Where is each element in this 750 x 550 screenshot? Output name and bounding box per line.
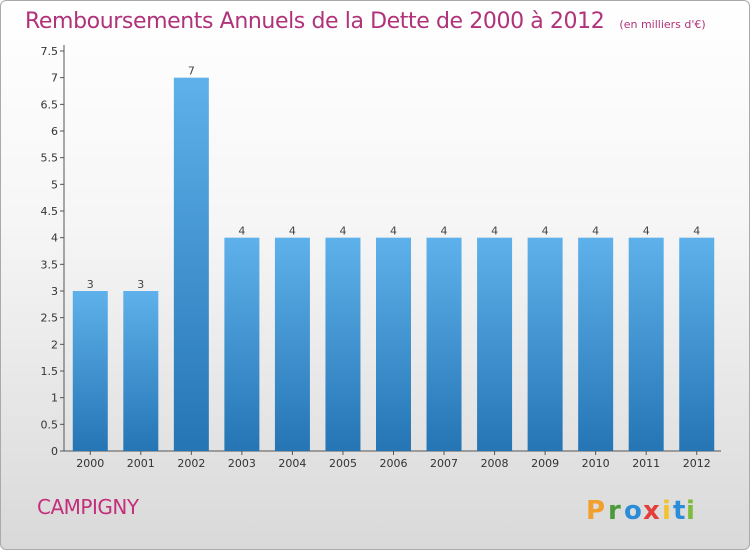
y-tick-label: 6 [51,125,58,138]
y-tick-label: 5.5 [41,152,59,165]
y-tick-label: 7.5 [41,45,59,58]
bars: 3 3 7 4 4 4 4 4 4 4 4 4 4 [72,65,715,452]
x-tick-label: 2003 [228,457,256,470]
y-tick-label: 1.5 [41,365,59,378]
logo-letter: t [673,496,685,526]
bar-data-label: 4 [238,225,245,238]
y-tick-label: 1 [51,392,58,405]
x-tick-label: 2010 [582,457,610,470]
chart-title: Remboursements Annuels de la Dette de 20… [25,9,605,34]
logo-letter: r [608,496,621,526]
bar-data-label: 4 [441,225,448,238]
bar-data-label: 7 [188,65,195,78]
y-tick-label: 3.5 [41,258,59,271]
bar-data-label: 4 [339,225,346,238]
y-tick-label: 3 [51,285,58,298]
bar [578,237,614,451]
x-tick-label: 2009 [531,457,559,470]
logo-letter: P [586,496,605,526]
x-tick-label: 2001 [127,457,155,470]
bar-data-label: 3 [87,278,94,291]
bar [123,291,159,451]
x-tick-label: 2004 [278,457,306,470]
x-tick-label: 2007 [430,457,458,470]
x-tick-label: 2002 [177,457,205,470]
y-tick-label: 0.5 [41,418,59,431]
y-tick-label: 6.5 [41,98,59,111]
y-tick-label: 7 [51,72,58,85]
bar [72,291,108,451]
bar [173,77,209,452]
bar [527,237,563,451]
bar [679,237,715,451]
y-tick-label: 0 [51,445,58,458]
y-tick-label: 5 [51,178,58,191]
x-tick-label: 2008 [481,457,509,470]
bar-data-label: 4 [592,225,599,238]
proxiti-logo: Proxiti [586,496,694,526]
bar [376,237,411,451]
title-row: Remboursements Annuels de la Dette de 20… [25,9,706,34]
x-tick-label: 2011 [632,457,660,470]
x-tick-label: 2006 [380,457,408,470]
y-tick-label: 4.5 [41,205,59,218]
bar-data-label: 4 [390,225,397,238]
bar-data-label: 4 [693,225,700,238]
logo-letter: o [624,496,642,526]
x-tick-label: 2005 [329,457,357,470]
bar [477,237,513,451]
bar-data-label: 4 [643,225,650,238]
x-tick-label: 2000 [76,457,104,470]
bar [224,237,260,451]
x-tick-label: 2012 [683,457,711,470]
bar [426,237,462,451]
bar-data-label: 3 [137,278,144,291]
logo-letter: i [662,496,671,526]
bar-data-label: 4 [542,225,549,238]
y-tick-label: 4 [51,232,58,245]
chart-unit: (en milliers d'€) [619,18,706,31]
x-axis-labels: 2000 2001 2002 2003 2004 2005 2006 2007 2008 2009… [76,451,711,470]
y-axis-ticks: 0 0.5 1 1.5 2 2.5 3 3.5 4 4.5 5 5.5 6 6.5 7 7.5 [41,45,64,458]
y-tick-label: 2 [51,338,58,351]
logo-letter: x [643,496,660,526]
commune-name: CAMPIGNY [37,495,139,519]
bar [274,237,310,451]
logo-letter: i [686,496,694,526]
bar [628,237,664,451]
bar-data-label: 4 [491,225,498,238]
bar-data-label: 4 [289,225,296,238]
y-tick-label: 2.5 [41,312,59,325]
bar [325,237,361,451]
